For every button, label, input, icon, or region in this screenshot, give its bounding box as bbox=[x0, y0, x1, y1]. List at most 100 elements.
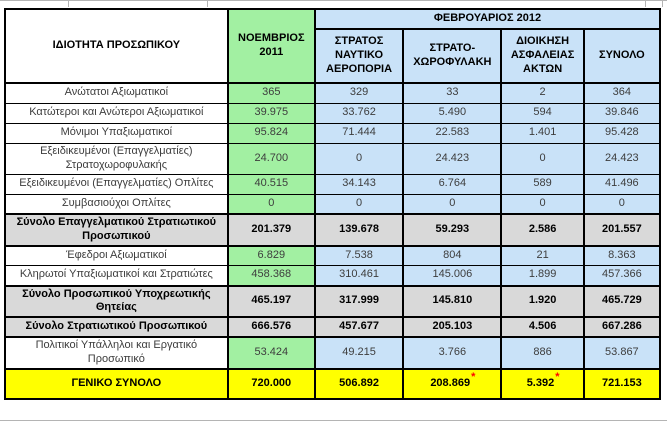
personnel-category-label: ΓΕΝΙΚΟ ΣΥΝΟΛΟ bbox=[4, 367, 229, 400]
table-row: Εξειδικευμένοι (Επαγγελματίες) Στρατοχωρ… bbox=[4, 142, 662, 175]
table-row: Εξειδικευμένοι (Επαγγελματίες) Οπλίτες 40… bbox=[4, 173, 662, 195]
february-value-cell: 145.810 bbox=[402, 284, 503, 318]
february-value-cell: 22.583 bbox=[402, 122, 503, 144]
november-value-cell: 24.700 bbox=[226, 142, 316, 175]
february-value-cell: 6.764 bbox=[402, 173, 503, 195]
february-value-cell: 21 bbox=[500, 245, 585, 266]
personnel-category-label: Σύνολο Προσωπικού Υποχρεωτικής Θητείας bbox=[4, 284, 229, 318]
february-value-cell: 24.423 bbox=[582, 142, 662, 175]
november-value-cell: 458.368 bbox=[226, 265, 316, 286]
february-value-cell: 24.423 bbox=[402, 142, 503, 175]
february-value-cell: 59.293 bbox=[402, 213, 503, 247]
november-value-cell: 39.975 bbox=[226, 102, 316, 124]
november-value-cell: 0 bbox=[226, 193, 316, 215]
column-header-total: ΣΥΝΟΛΟ bbox=[582, 28, 662, 84]
november-value-cell: 40.515 bbox=[226, 173, 316, 195]
personnel-category-label: Έφεδροι Αξιωματικοί bbox=[4, 245, 229, 266]
personnel-strength-table: ΙΔΙΟΤΗΤΑ ΠΡΟΣΩΠΙΚΟΥ ΝΟΕΜΒΡΙΟΣ 2011 ΦΕΒΡΟ… bbox=[4, 8, 662, 400]
footnote-asterisk: * bbox=[471, 370, 476, 383]
february-value-cell: 721.153 bbox=[582, 367, 662, 400]
february-value-cell: 2.586 bbox=[500, 213, 585, 247]
table-row: Κληρωτοί Υπαξιωματικοί και Στρατιώτες 458… bbox=[4, 265, 662, 286]
february-value-cell: 317.999 bbox=[313, 284, 405, 318]
february-value-cell: 457.366 bbox=[582, 265, 662, 286]
november-value-cell: 53.424 bbox=[226, 336, 316, 369]
february-value-cell: 1.401 bbox=[500, 122, 585, 144]
cropped-top-row-artifact bbox=[0, 0, 667, 8]
february-value-cell: 364 bbox=[582, 82, 662, 104]
november-value-cell: 720.000 bbox=[226, 367, 316, 400]
table-row: Ανώτατοι Αξιωματικοί 365 329 33 2 364 bbox=[4, 82, 662, 104]
february-value-cell: 667.286 bbox=[582, 316, 662, 338]
february-value-cell: 5.490 bbox=[402, 102, 503, 124]
table-row: Πολιτικοί Υπάλληλοι και Εργατικό Προσωπι… bbox=[4, 336, 662, 369]
february-value-cell: 41.496 bbox=[582, 173, 662, 195]
personnel-category-label: Εξειδικευμένοι (Επαγγελματίες) Οπλίτες bbox=[4, 173, 229, 195]
february-value-cell: 205.103 bbox=[402, 316, 503, 338]
february-value-cell: 71.444 bbox=[313, 122, 405, 144]
february-value-cell: 804 bbox=[402, 245, 503, 266]
february-value-cell: 465.729 bbox=[582, 284, 662, 318]
february-value-cell: 49.215 bbox=[313, 336, 405, 369]
february-value-cell: 139.678 bbox=[313, 213, 405, 247]
february-value-cell: 1.920 bbox=[500, 284, 585, 318]
february-value-cell: 589 bbox=[500, 173, 585, 195]
personnel-category-label: Πολιτικοί Υπάλληλοι και Εργατικό Προσωπι… bbox=[4, 336, 229, 369]
column-header-personnel: ΙΔΙΟΤΗΤΑ ΠΡΟΣΩΠΙΚΟΥ bbox=[4, 8, 229, 84]
february-value-cell: 886 bbox=[500, 336, 585, 369]
personnel-category-label: Εξειδικευμένοι (Επαγγελματίες) Στρατοχωρ… bbox=[4, 142, 229, 175]
november-value-cell: 365 bbox=[226, 82, 316, 104]
february-value-cell: 208.869* bbox=[402, 367, 503, 400]
personnel-category-label: Σύνολο Επαγγελματικού Στρατιωτικού Προσω… bbox=[4, 213, 229, 247]
table-body: Ανώτατοι Αξιωματικοί 365 329 33 2 364 Κατώτερο… bbox=[4, 82, 662, 400]
february-value-cell: 7.538 bbox=[313, 245, 405, 266]
november-value-cell: 201.379 bbox=[226, 213, 316, 247]
table-row: Κατώτεροι και Ανώτεροι Αξιωματικοί 39.975… bbox=[4, 102, 662, 124]
november-value-cell: 666.576 bbox=[226, 316, 316, 338]
personnel-category-label: Συμβασιούχοι Οπλίτες bbox=[4, 193, 229, 215]
personnel-category-label: Κληρωτοί Υπαξιωματικοί και Στρατιώτες bbox=[4, 265, 229, 286]
table-row: Σύνολο Προσωπικού Υποχρεωτικής Θητείας 46… bbox=[4, 284, 662, 318]
column-header-november-2011: ΝΟΕΜΒΡΙΟΣ 2011 bbox=[226, 8, 316, 84]
february-value-cell: 594 bbox=[500, 102, 585, 124]
february-value-cell: 1.899 bbox=[500, 265, 585, 286]
november-value-cell: 6.829 bbox=[226, 245, 316, 266]
february-value-cell: 4.506 bbox=[500, 316, 585, 338]
column-group-february-2012: ΦΕΒΡΟΥΑΡΙΟΣ 2012 bbox=[313, 8, 662, 30]
november-value-cell: 95.824 bbox=[226, 122, 316, 144]
february-value-cell: 33 bbox=[402, 82, 503, 104]
table-row: Έφεδροι Αξιωματικοί 6.829 7.538 804 21 8.363 bbox=[4, 245, 662, 266]
artifact-tick bbox=[645, 1, 646, 7]
february-value-cell: 34.143 bbox=[313, 173, 405, 195]
personnel-category-label: Ανώτατοι Αξιωματικοί bbox=[4, 82, 229, 104]
artifact-tick bbox=[207, 1, 208, 7]
cropped-bottom-edge-artifact bbox=[0, 420, 667, 421]
february-value-cell: 39.846 bbox=[582, 102, 662, 124]
february-value-cell: 0 bbox=[582, 193, 662, 215]
february-value-cell: 53.867 bbox=[582, 336, 662, 369]
header-row-1: ΙΔΙΟΤΗΤΑ ΠΡΟΣΩΠΙΚΟΥ ΝΟΕΜΒΡΙΟΣ 2011 ΦΕΒΡΟ… bbox=[4, 8, 662, 84]
february-value-cell: 457.677 bbox=[313, 316, 405, 338]
column-header-coast-guard: ΔΙΟΙΚΗΣΗ ΑΣΦΑΛΕΙΑΣ ΑΚΤΩΝ bbox=[500, 28, 585, 84]
february-value-cell: 0 bbox=[500, 142, 585, 175]
february-value-cell: 310.461 bbox=[313, 265, 405, 286]
february-value-cell: 0 bbox=[313, 142, 405, 175]
february-value-cell: 95.428 bbox=[582, 122, 662, 144]
column-header-gendarmerie: ΣΤΡΑΤΟ-ΧΩΡΟΦΥΛΑΚΗ bbox=[402, 28, 503, 84]
artifact-tick bbox=[68, 1, 69, 7]
personnel-category-label: Μόνιμοι Υπαξιωματικοί bbox=[4, 122, 229, 144]
february-value-cell: 0 bbox=[402, 193, 503, 215]
table-row: Συμβασιούχοι Οπλίτες 0 0 0 0 0 bbox=[4, 193, 662, 215]
personnel-category-label: Σύνολο Στρατιωτικού Προσωπικού bbox=[4, 316, 229, 338]
table-row: Μόνιμοι Υπαξιωματικοί 95.824 71.444 22.583 1… bbox=[4, 122, 662, 144]
table-row: Σύνολο Επαγγελματικού Στρατιωτικού Προσω… bbox=[4, 213, 662, 247]
table-row: Σύνολο Στρατιωτικού Προσωπικού 666.576 457… bbox=[4, 316, 662, 338]
february-value-cell: 0 bbox=[313, 193, 405, 215]
footnote-asterisk: * bbox=[555, 370, 560, 383]
november-value-cell: 465.197 bbox=[226, 284, 316, 318]
february-value-cell: 0 bbox=[500, 193, 585, 215]
february-value-cell: 8.363 bbox=[582, 245, 662, 266]
february-value-cell: 201.557 bbox=[582, 213, 662, 247]
february-value-cell: 33.762 bbox=[313, 102, 405, 124]
